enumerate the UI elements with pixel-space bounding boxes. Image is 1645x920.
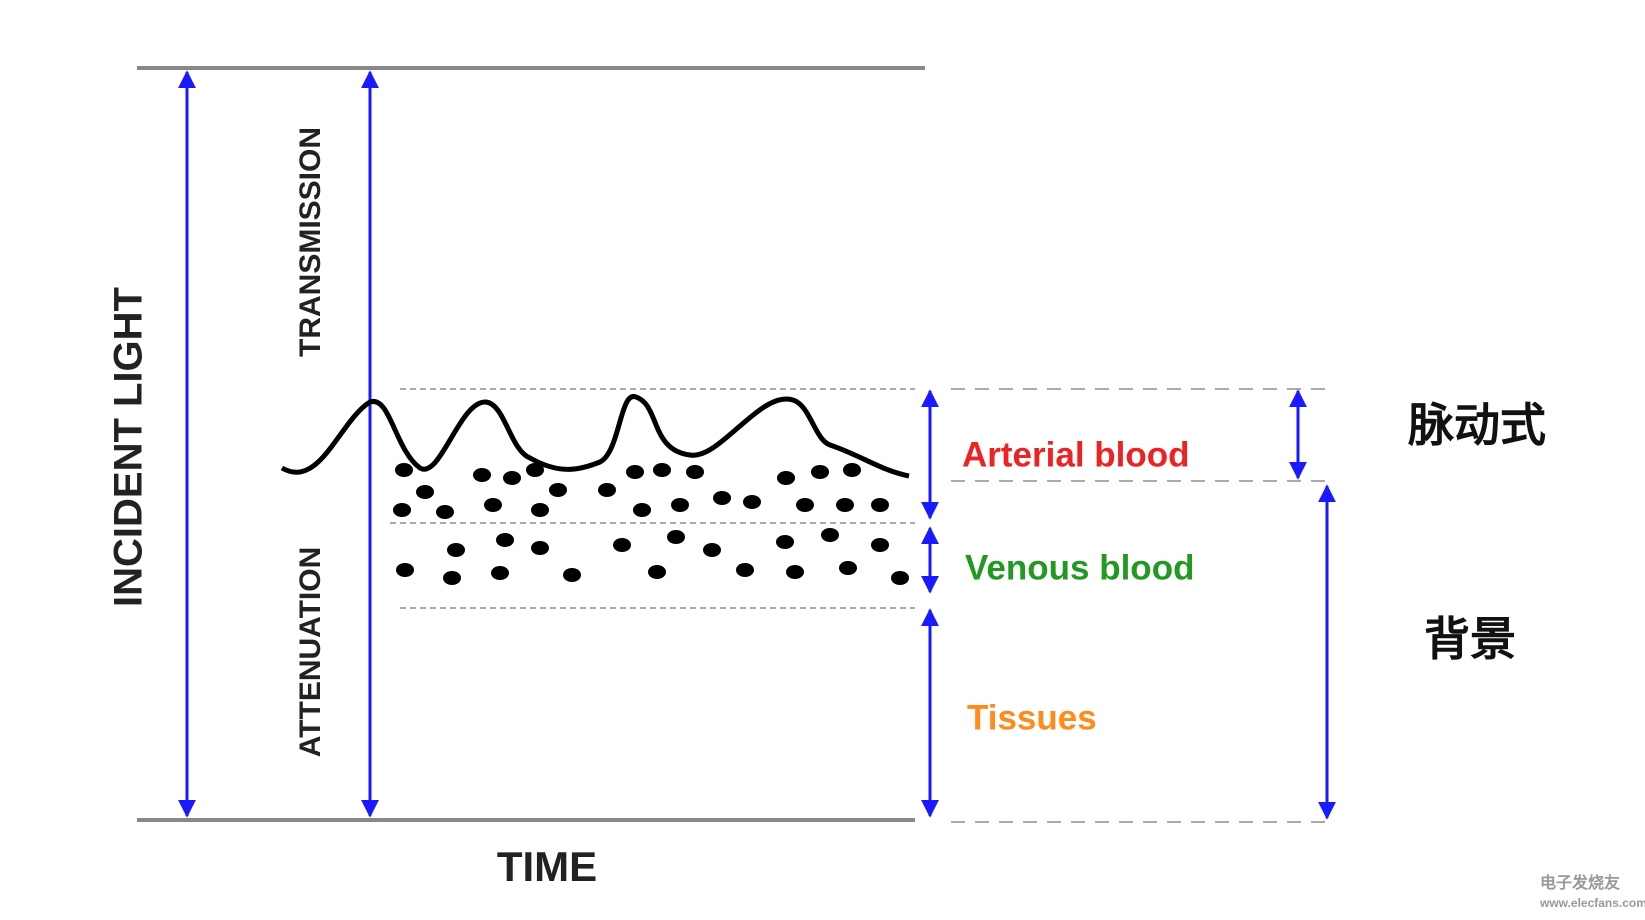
blood-cell bbox=[531, 503, 549, 517]
blood-cell bbox=[526, 463, 544, 477]
blood-cell bbox=[473, 468, 491, 482]
blood-cell bbox=[786, 565, 804, 579]
blood-cell bbox=[393, 503, 411, 517]
blood-cell bbox=[496, 533, 514, 547]
arrows bbox=[178, 70, 1336, 820]
blood-cell bbox=[416, 485, 434, 499]
blood-cell bbox=[633, 503, 651, 517]
blood-cell bbox=[843, 463, 861, 477]
blood-cell bbox=[839, 561, 857, 575]
venous-label: Venous blood bbox=[965, 548, 1194, 587]
blood-cell bbox=[598, 483, 616, 497]
blood-cell bbox=[626, 465, 644, 479]
blood-cell bbox=[531, 541, 549, 555]
blood-cell bbox=[396, 563, 414, 577]
blood-cell bbox=[503, 471, 521, 485]
blood-cell bbox=[648, 565, 666, 579]
tissues-label: Tissues bbox=[967, 698, 1097, 737]
blood-cell bbox=[821, 528, 839, 542]
blood-cell bbox=[667, 530, 685, 544]
blood-cell bbox=[686, 465, 704, 479]
blood-cell bbox=[811, 465, 829, 479]
blood-cell bbox=[777, 471, 795, 485]
blood-cell bbox=[871, 538, 889, 552]
blood-cell bbox=[549, 483, 567, 497]
pulse-wave bbox=[280, 394, 910, 479]
blood-cell bbox=[484, 498, 502, 512]
blood-cell bbox=[871, 498, 889, 512]
blood-cell bbox=[563, 568, 581, 582]
blood-cell bbox=[613, 538, 631, 552]
blood-cell bbox=[443, 571, 461, 585]
blood-cell bbox=[776, 535, 794, 549]
time-label: TIME bbox=[497, 843, 597, 890]
blood-cell bbox=[891, 571, 909, 585]
transmission-label: TRANSMISSION bbox=[294, 127, 327, 357]
blood-cell bbox=[713, 491, 731, 505]
layer-lines bbox=[390, 388, 1335, 823]
blood-cell bbox=[447, 543, 465, 557]
blood-cells bbox=[393, 463, 909, 585]
blood-cell bbox=[436, 505, 454, 519]
blood-cell bbox=[491, 566, 509, 580]
blood-cell bbox=[736, 563, 754, 577]
watermark-url: www.elecfans.com bbox=[1539, 896, 1645, 910]
blood-cell bbox=[671, 498, 689, 512]
blood-cell bbox=[796, 498, 814, 512]
blood-cell bbox=[653, 463, 671, 477]
background-label: 背景 bbox=[1424, 613, 1516, 665]
blood-cell bbox=[703, 543, 721, 557]
blood-cell bbox=[836, 498, 854, 512]
watermark-brand: 电子发烧友 bbox=[1540, 873, 1621, 892]
blood-cell bbox=[395, 463, 413, 477]
attenuation-label: ATTENUATION bbox=[294, 547, 327, 758]
arterial-label: Arterial blood bbox=[962, 435, 1190, 474]
blood-cell bbox=[743, 495, 761, 509]
incident-label: INCIDENT LIGHT bbox=[107, 287, 151, 607]
pulsatile-label: 脉动式 bbox=[1408, 399, 1546, 451]
